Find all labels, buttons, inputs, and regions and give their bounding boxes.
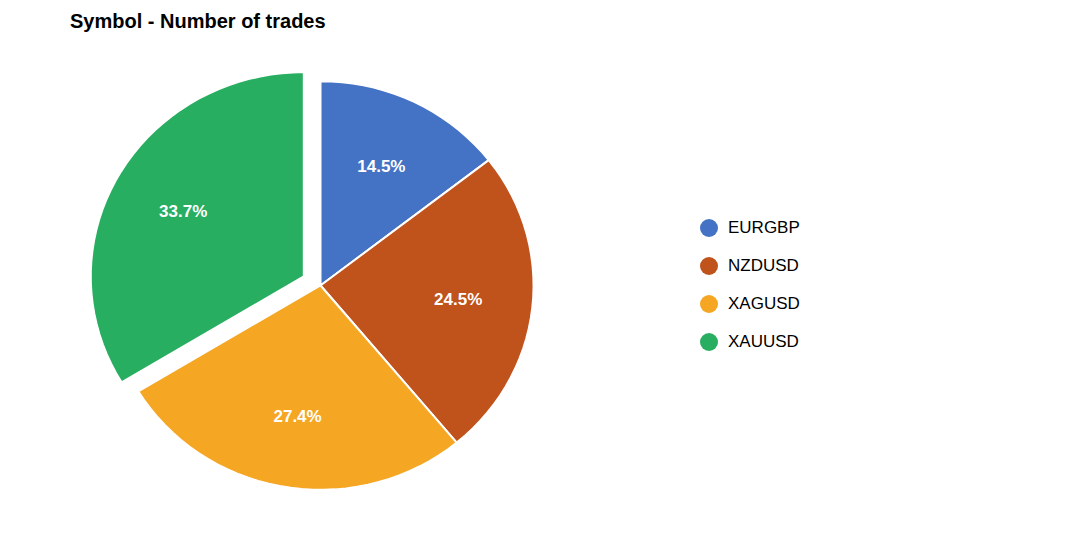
- html-text:XAGUSD: XAGUSD: [728, 294, 800, 313]
- html-text:XAUUSD: XAUUSD: [728, 332, 799, 351]
- svg-text:27.4%: 27.4%: [273, 407, 321, 426]
- html-text:Symbol - Number of trades: Symbol - Number of trades: [70, 10, 326, 32]
- svg-text:24.5%: 24.5%: [434, 290, 482, 309]
- html-text:NZDUSD: NZDUSD: [728, 256, 799, 275]
- html-text:EURGBP: EURGBP: [728, 218, 800, 237]
- svg-text:14.5%: 14.5%: [357, 157, 405, 176]
- svg-text:33.7%: 33.7%: [159, 202, 207, 221]
